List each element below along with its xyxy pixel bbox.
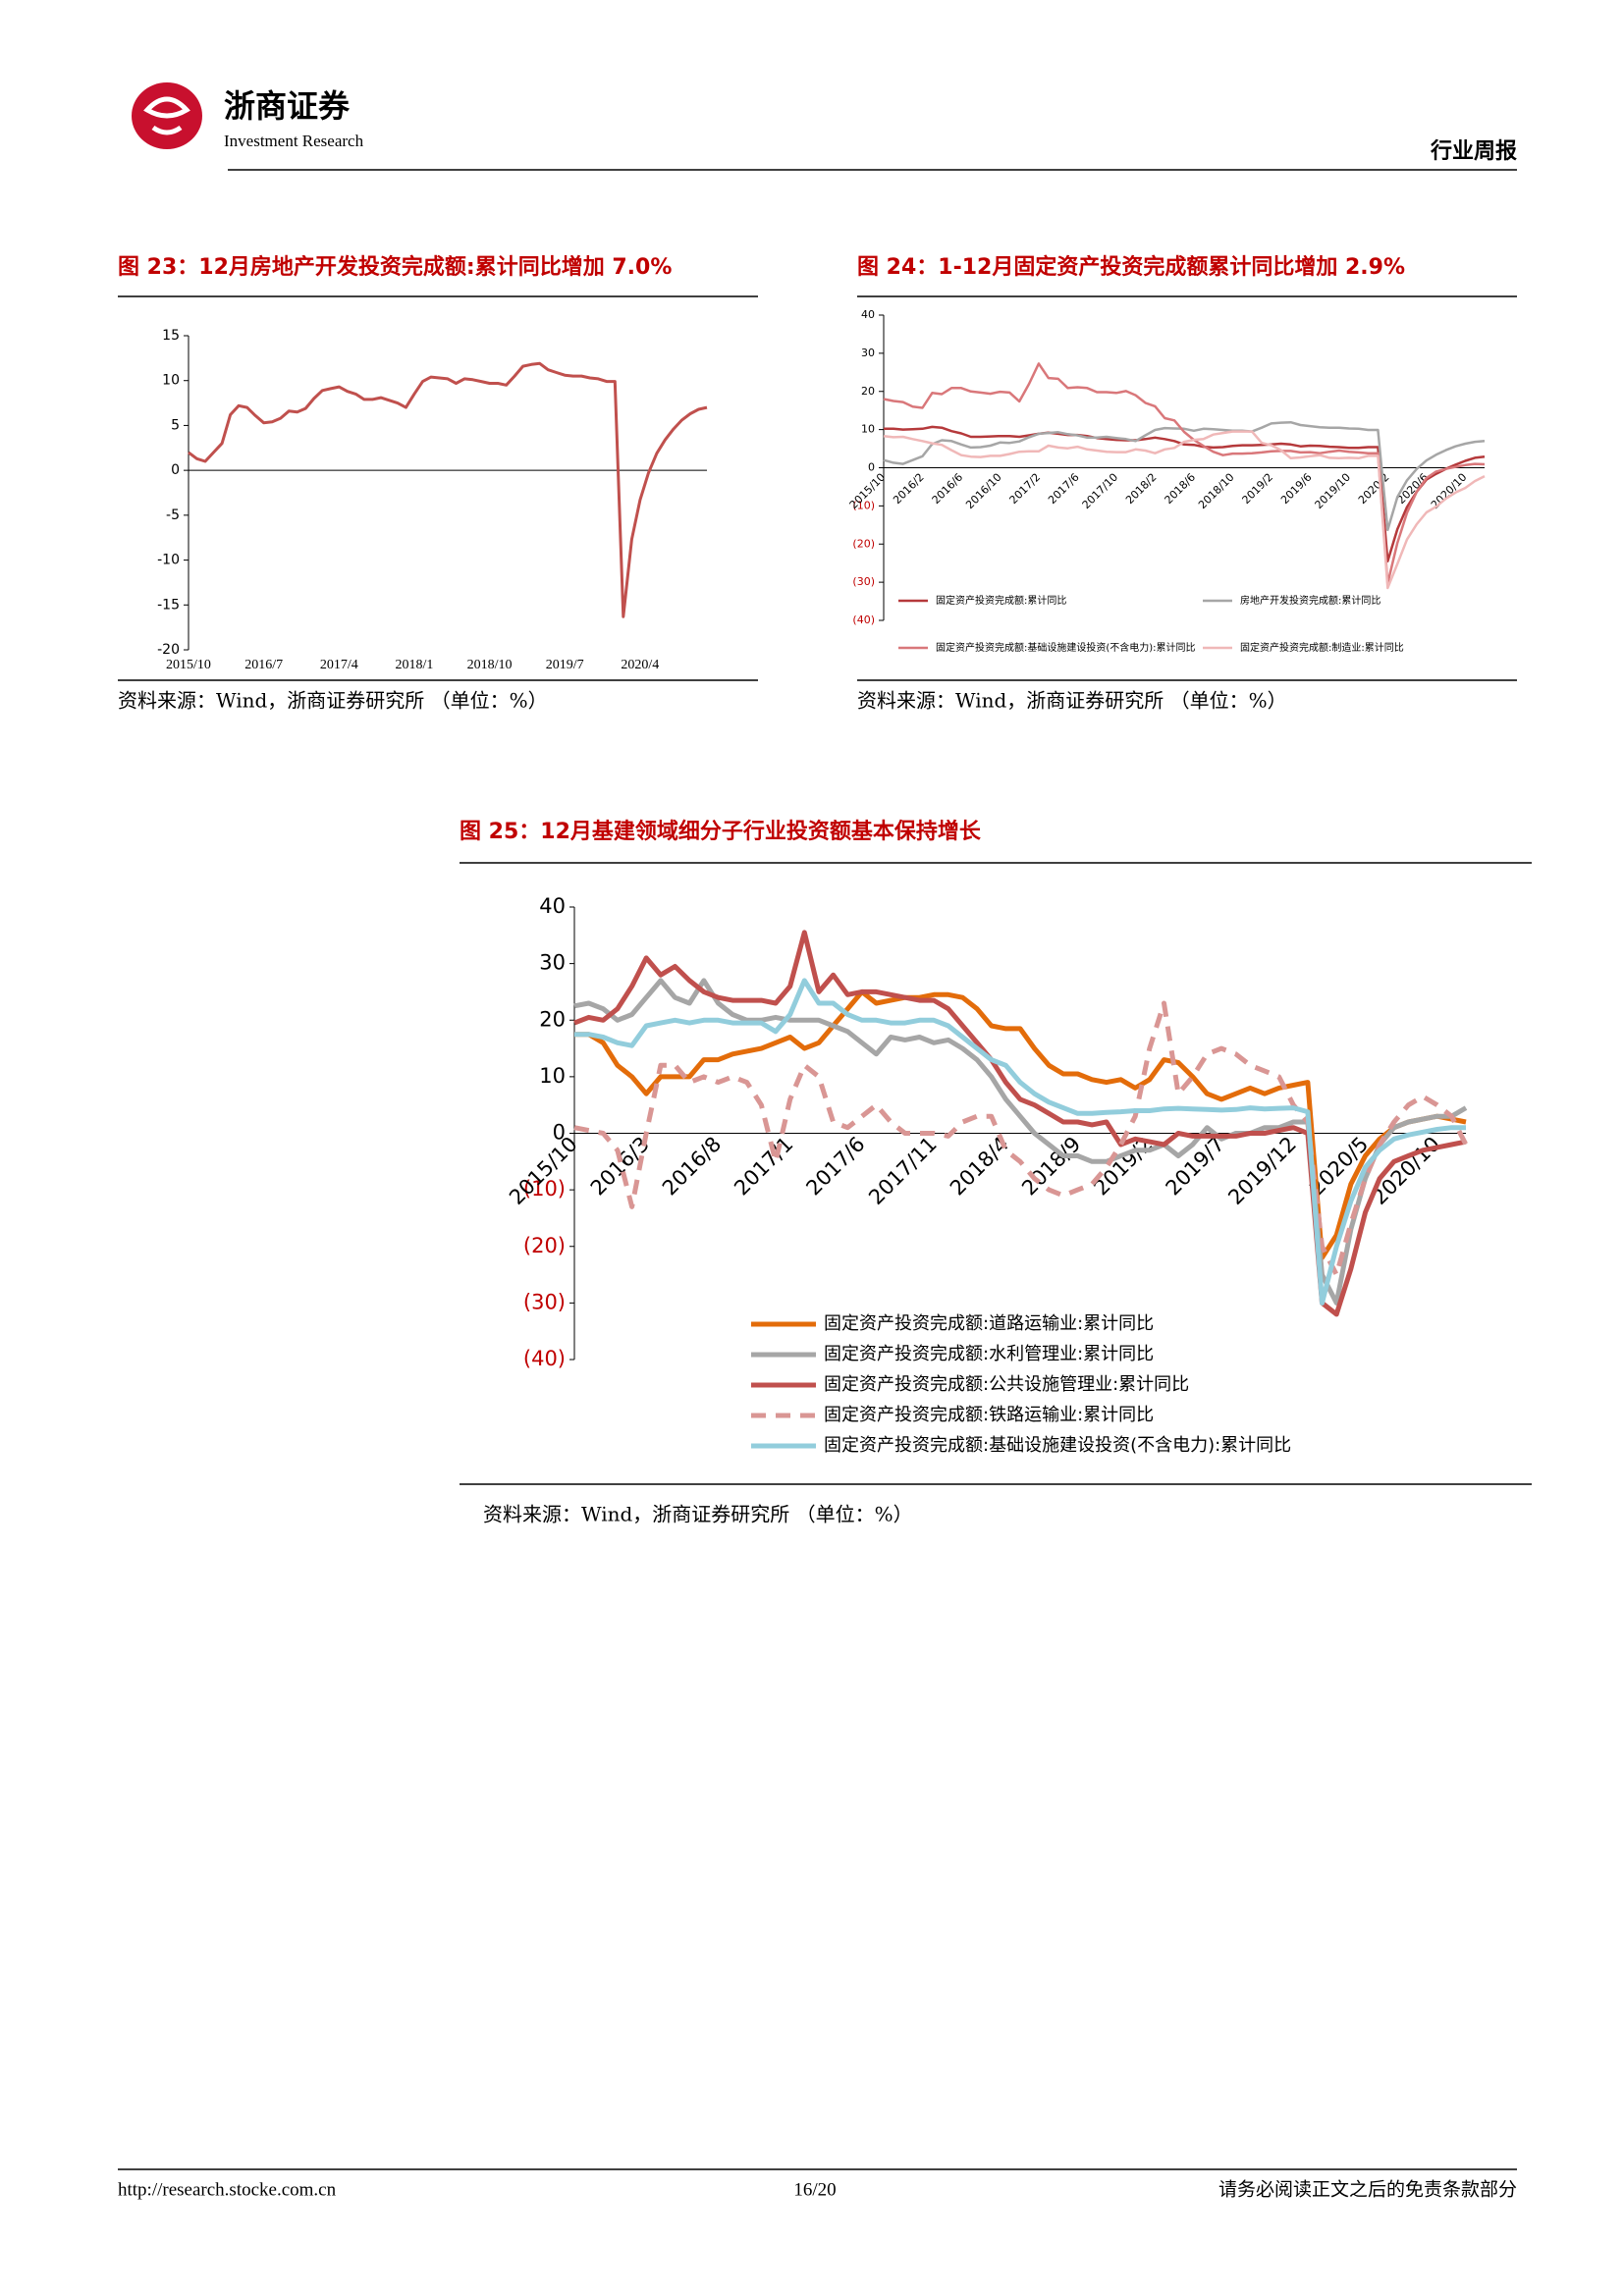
x-tick-label: 2016/10 bbox=[963, 471, 1004, 512]
figure-title: 图 25：12月基建领域细分子行业投资额基本保持增长 bbox=[460, 819, 982, 844]
y-tick-label: (30) bbox=[852, 575, 875, 588]
y-tick-label: 10 bbox=[162, 373, 180, 389]
legend-label: 固定资产投资完成额:基础设施建设投资(不含电力):累计同比 bbox=[936, 641, 1196, 654]
data-line bbox=[883, 430, 1486, 590]
y-tick-label: 10 bbox=[861, 423, 875, 436]
x-tick-label: 2019/12 bbox=[1223, 1132, 1301, 1209]
y-tick-label: 0 bbox=[553, 1121, 566, 1145]
legend-label: 固定资产投资完成额:水利管理业:累计同比 bbox=[824, 1344, 1154, 1364]
legend-label: 固定资产投资完成额:制造业:累计同比 bbox=[1240, 641, 1404, 654]
y-tick-label: 20 bbox=[539, 1007, 566, 1031]
x-tick-label: 2017/11 bbox=[864, 1132, 942, 1209]
y-tick-label: 10 bbox=[539, 1064, 566, 1088]
figure-source: 资料来源：Wind，浙商证券研究所 （单位：%） bbox=[483, 1503, 913, 1526]
data-line bbox=[573, 1000, 1469, 1278]
report-type: 行业周报 bbox=[1430, 138, 1517, 164]
y-tick-label: 15 bbox=[162, 328, 180, 344]
x-tick-label: 2019/6 bbox=[1278, 471, 1315, 507]
x-tick-label: 2018/1 bbox=[395, 658, 433, 672]
brand-en: Investment Research bbox=[224, 132, 364, 150]
data-line bbox=[884, 425, 1486, 562]
y-tick-label: (10) bbox=[852, 499, 875, 511]
y-tick-label: 40 bbox=[539, 894, 566, 918]
legend-label: 固定资产投资完成额:铁路运输业:累计同比 bbox=[824, 1405, 1154, 1425]
logo bbox=[132, 82, 202, 149]
y-tick-label: (30) bbox=[523, 1290, 566, 1313]
x-tick-label: 2017/6 bbox=[801, 1132, 869, 1200]
x-tick-label: 2020/4 bbox=[621, 658, 659, 672]
legend-label: 固定资产投资完成额:累计同比 bbox=[936, 594, 1066, 607]
x-tick-label: 2017/2 bbox=[1007, 471, 1044, 507]
y-tick-label: 20 bbox=[861, 385, 875, 398]
x-tick-label: 2019/10 bbox=[1313, 471, 1354, 512]
legend-label: 房地产开发投资完成额:累计同比 bbox=[1240, 594, 1380, 607]
y-tick-label: 5 bbox=[171, 417, 180, 433]
y-tick-label: -15 bbox=[157, 597, 180, 613]
x-tick-label: 2015/10 bbox=[166, 658, 211, 672]
y-tick-label: 30 bbox=[539, 951, 566, 975]
legend-label: 固定资产投资完成额:公共设施管理业:累计同比 bbox=[824, 1374, 1189, 1395]
y-tick-label: (40) bbox=[852, 614, 875, 626]
x-tick-label: 2016/8 bbox=[658, 1132, 726, 1200]
x-tick-label: 2019/2 bbox=[1240, 471, 1276, 507]
x-tick-label: 2016/2 bbox=[891, 471, 927, 507]
y-tick-label: 0 bbox=[868, 461, 875, 474]
x-tick-label: 2018/6 bbox=[1163, 471, 1199, 507]
x-tick-label: 2017/6 bbox=[1046, 471, 1082, 507]
x-tick-label: 2017/4 bbox=[320, 658, 358, 672]
y-tick-label: -10 bbox=[157, 553, 180, 568]
x-tick-label: 2017/10 bbox=[1080, 471, 1121, 512]
page-number: 16/20 bbox=[793, 2179, 836, 2200]
x-tick-label: 2020/2 bbox=[1356, 471, 1392, 507]
figure-title: 图 24：1-12月固定资产投资完成额累计同比增加 2.9% bbox=[857, 254, 1405, 280]
y-tick-label: 30 bbox=[861, 347, 875, 359]
data-line bbox=[574, 988, 1467, 1260]
x-tick-label: 2017/1 bbox=[730, 1132, 797, 1200]
logo-swirl bbox=[143, 96, 190, 135]
x-tick-label: 2016/7 bbox=[244, 658, 283, 672]
y-tick-label: (20) bbox=[852, 537, 875, 550]
x-tick-label: 2019/7 bbox=[546, 658, 584, 672]
data-line bbox=[883, 420, 1486, 532]
x-tick-label: 2020/10 bbox=[1429, 471, 1470, 512]
figure-source: 资料来源：Wind，浙商证券研究所 （单位：%） bbox=[857, 689, 1287, 713]
brand: 浙商证券 bbox=[224, 87, 351, 125]
y-tick-label: 0 bbox=[171, 462, 180, 478]
figure-title: 图 23：12月房地产开发投资完成额:累计同比增加 7.0% bbox=[118, 254, 672, 280]
legend-label: 固定资产投资完成额:道路运输业:累计同比 bbox=[824, 1313, 1154, 1334]
x-tick-label: 2018/2 bbox=[1123, 471, 1160, 507]
y-tick-label: (10) bbox=[523, 1177, 566, 1201]
y-tick-label: 40 bbox=[861, 308, 875, 321]
y-tick-label: -20 bbox=[157, 642, 180, 658]
legend-label: 固定资产投资完成额:基础设施建设投资(不含电力):累计同比 bbox=[824, 1435, 1291, 1456]
figure-source: 资料来源：Wind，浙商证券研究所 （单位：%） bbox=[118, 689, 548, 713]
data-line bbox=[883, 362, 1486, 585]
footer-url: http://research.stocke.com.cn bbox=[118, 2179, 337, 2200]
data-line bbox=[188, 361, 708, 618]
data-line bbox=[574, 978, 1466, 1306]
disclaimer: 请务必阅读正文之后的免责条款部分 bbox=[1218, 2178, 1517, 2200]
x-tick-label: 2016/6 bbox=[930, 471, 966, 507]
y-tick-label: (40) bbox=[523, 1347, 566, 1370]
y-tick-label: (20) bbox=[523, 1234, 566, 1257]
x-tick-label: 2018/10 bbox=[1196, 471, 1237, 512]
x-tick-label: 2018/10 bbox=[467, 658, 513, 672]
y-tick-label: -5 bbox=[166, 507, 180, 523]
